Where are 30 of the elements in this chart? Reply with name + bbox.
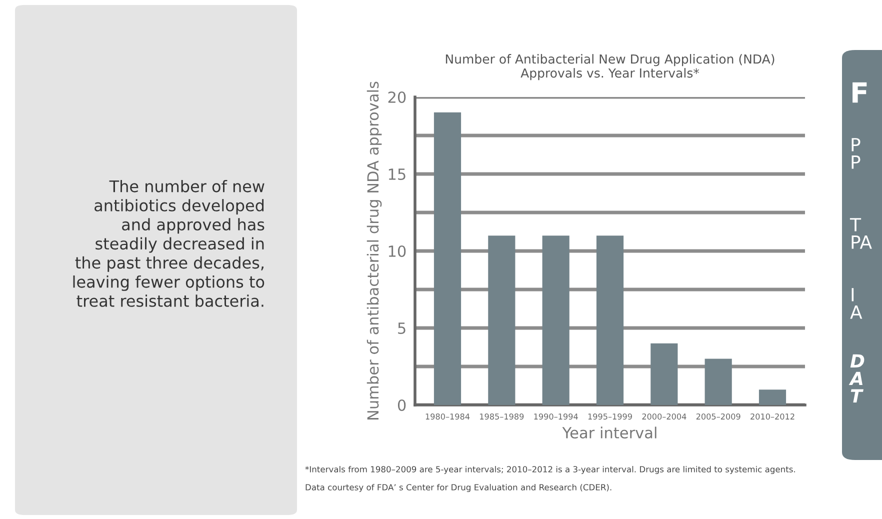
text: I A (850, 288, 862, 319)
y-tick-label: 20 (388, 91, 406, 104)
text: *Intervals from 1980–2009 are 5-year intervals; 2010–2012 is a 3-year interval. Drugs are limited to systemic agents. (305, 466, 795, 474)
y-axis-title: Number of antibacterial drug NDA approvals (366, 82, 382, 420)
bar (704, 358, 732, 405)
chart-title: Number of Antibacterial New Drug Application (NDA) Approvals vs. Year Intervals* (446, 54, 774, 80)
text: F (852, 82, 867, 103)
x-tick-label: 1980–1984 (426, 413, 470, 420)
x-tick-label: 1985–1989 (480, 413, 524, 420)
text: The number of new antibiotics developed and approved has steadily decreased in the past three decades, leaving fewer options to treat resistant bacteria. (73, 180, 264, 307)
text: P P (852, 138, 860, 169)
y-tick-label: 10 (388, 245, 406, 258)
y-tick-label: 5 (398, 322, 406, 334)
x-tick-label: 2010–2012 (750, 413, 794, 420)
x-tick-label: 2005–2009 (696, 413, 740, 420)
bar (758, 390, 786, 405)
text: T PA (850, 218, 872, 249)
y-tick-label: 0 (398, 399, 406, 412)
y-tick-label: 15 (388, 168, 406, 180)
x-tick-label: 2000–2004 (642, 413, 686, 420)
bar (542, 236, 570, 405)
x-axis-title: Year interval (562, 426, 656, 439)
x-tick-label: 1995–1999 (588, 413, 632, 420)
text: Data courtesy of FDA’ s Center for Drug Evaluation and Research (CDER). (306, 484, 612, 492)
bar (488, 236, 516, 405)
bar (650, 343, 678, 405)
text: D A T (848, 354, 864, 402)
bar (434, 112, 462, 405)
x-tick-label: 1990–1994 (534, 413, 578, 420)
bar (596, 236, 624, 405)
